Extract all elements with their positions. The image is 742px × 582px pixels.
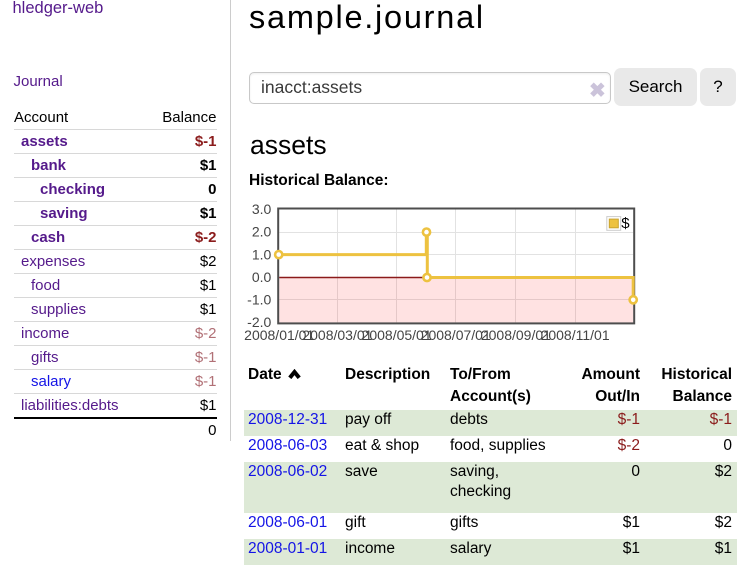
svg-text:-2.0: -2.0 [247, 314, 271, 330]
svg-text:2008/09/01: 2008/09/01 [481, 327, 551, 343]
svg-text:3.0: 3.0 [252, 201, 272, 217]
svg-text:0.0: 0.0 [252, 269, 272, 285]
svg-text:2008/03/01: 2008/03/01 [302, 327, 372, 343]
svg-text:2008/05/01: 2008/05/01 [362, 327, 432, 343]
svg-text:2.0: 2.0 [252, 224, 272, 240]
svg-text:-1.0: -1.0 [247, 291, 271, 307]
svg-text:$: $ [621, 215, 630, 232]
svg-text:2008/11/01: 2008/11/01 [541, 327, 610, 343]
svg-text:1.0: 1.0 [252, 246, 272, 262]
svg-text:2008/07/01: 2008/07/01 [421, 327, 491, 343]
svg-text:2008/01/01: 2008/01/01 [244, 327, 314, 343]
